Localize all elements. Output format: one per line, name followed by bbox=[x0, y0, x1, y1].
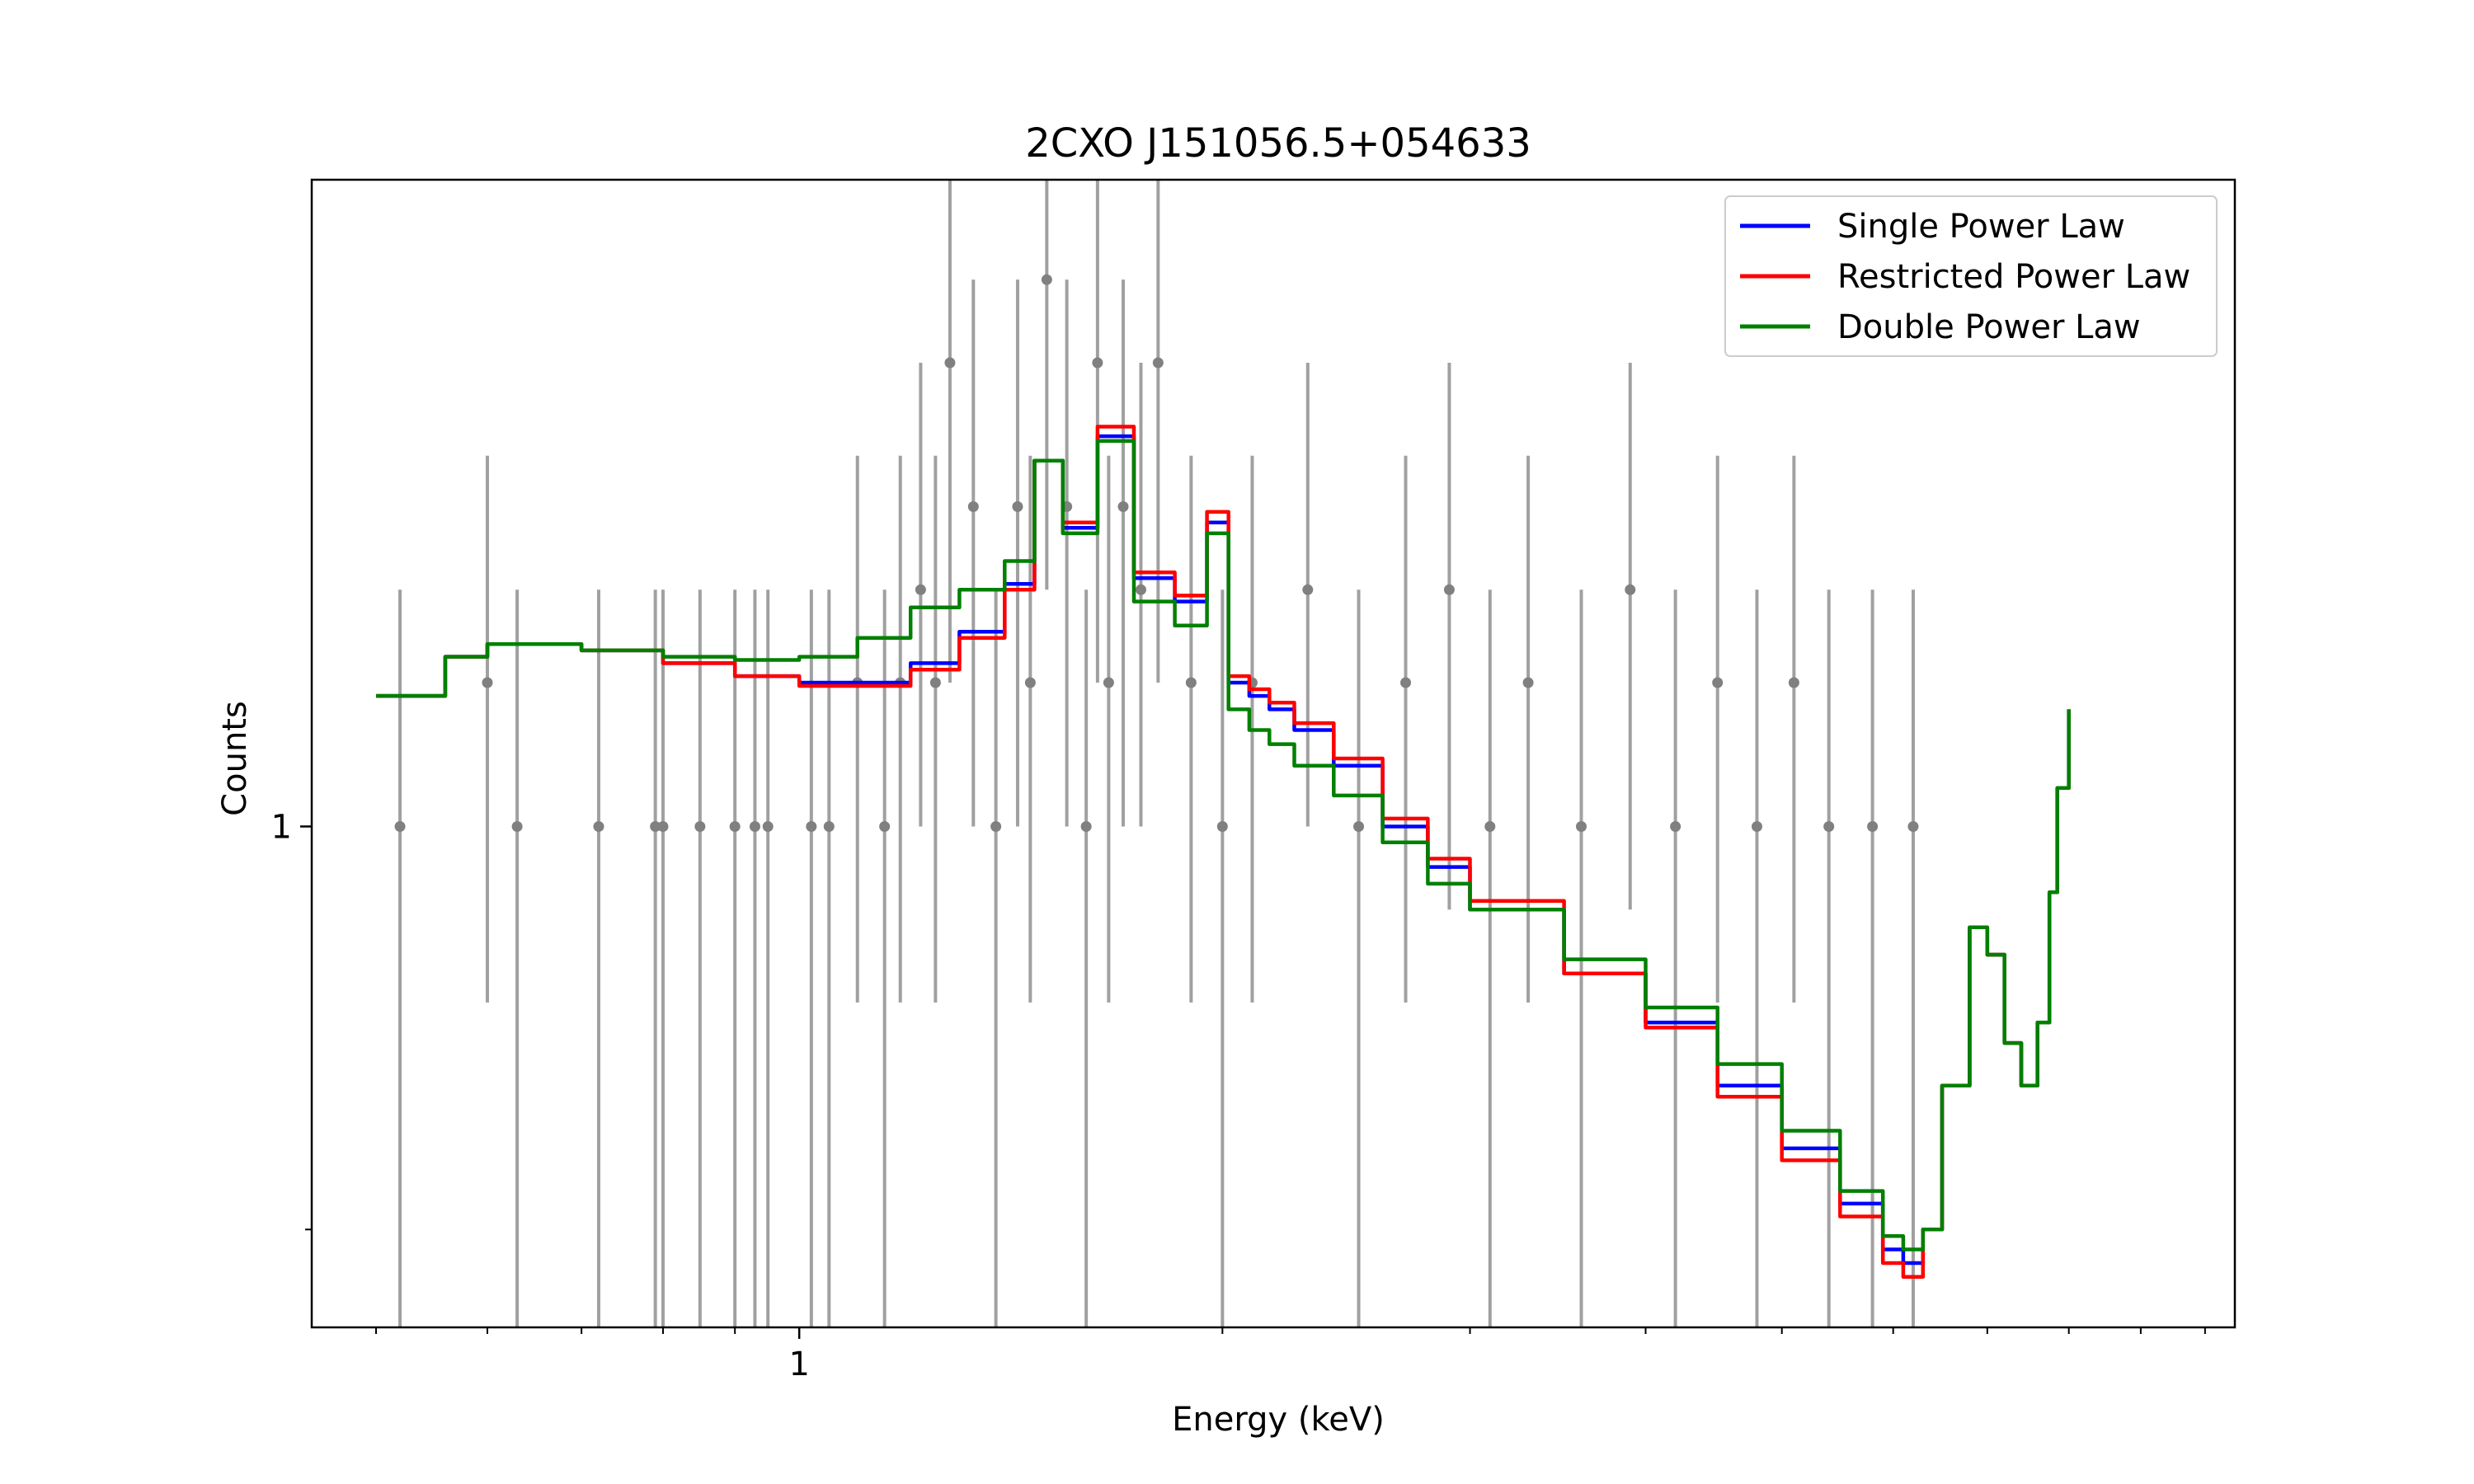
legend: Single Power Law Restricted Power Law Doub… bbox=[1724, 195, 2218, 357]
x-tick-label: 1 bbox=[788, 1345, 809, 1383]
data-point bbox=[1400, 677, 1412, 688]
data-point bbox=[1152, 357, 1164, 369]
data-point bbox=[944, 357, 956, 369]
data-point bbox=[823, 820, 835, 832]
data-point bbox=[593, 820, 604, 832]
data-point bbox=[1302, 584, 1314, 595]
data-point bbox=[762, 820, 774, 832]
data-point bbox=[806, 820, 817, 832]
data-point bbox=[511, 820, 523, 832]
plot-area bbox=[310, 178, 2236, 1329]
legend-items: Single Power Law Restricted Power Law Doub… bbox=[1740, 208, 2190, 346]
data-point bbox=[1024, 677, 1036, 688]
data-point bbox=[1353, 820, 1365, 832]
legend-label-1: Single Power Law bbox=[1837, 208, 2125, 246]
x-axis: 1 bbox=[375, 1327, 2206, 1383]
data-point bbox=[1185, 677, 1197, 688]
data-point bbox=[1670, 820, 1681, 832]
data-point bbox=[657, 820, 669, 832]
x-axis-label: Energy (keV) bbox=[1172, 1401, 1385, 1439]
data-point bbox=[749, 820, 760, 832]
legend-label-2: Restricted Power Law bbox=[1837, 258, 2190, 296]
data-point bbox=[967, 500, 979, 512]
data-point bbox=[1443, 584, 1455, 595]
y-axis: 1 bbox=[271, 808, 312, 1231]
data-point bbox=[650, 820, 661, 832]
data-point bbox=[1216, 820, 1228, 832]
data-point bbox=[1484, 820, 1496, 832]
data-point bbox=[1522, 677, 1534, 688]
data-point bbox=[1751, 820, 1762, 832]
data-point bbox=[1103, 677, 1114, 688]
y-tick-label: 1 bbox=[271, 808, 292, 846]
plot-frame bbox=[310, 178, 2236, 1329]
data-point bbox=[1117, 500, 1129, 512]
legend-label-3: Double Power Law bbox=[1837, 308, 2141, 346]
data-points bbox=[394, 180, 1919, 1327]
series-line-3 bbox=[376, 439, 2071, 1252]
data-point bbox=[1712, 677, 1724, 688]
data-point bbox=[929, 677, 941, 688]
legend-frame bbox=[1724, 195, 2218, 357]
data-point bbox=[879, 820, 891, 832]
data-point bbox=[1576, 820, 1587, 832]
data-point bbox=[1041, 274, 1052, 285]
data-point bbox=[394, 820, 406, 832]
data-point bbox=[1823, 820, 1835, 832]
data-point bbox=[729, 820, 741, 832]
chart-title: 2CXO J151056.5+054633 bbox=[1025, 120, 1531, 167]
data-point bbox=[1080, 820, 1092, 832]
data-point bbox=[694, 820, 706, 832]
data-point bbox=[1625, 584, 1636, 595]
data-point bbox=[1092, 357, 1103, 369]
data-point bbox=[1907, 820, 1919, 832]
series-layer bbox=[376, 425, 2071, 1280]
data-point bbox=[482, 677, 493, 688]
data-point bbox=[990, 820, 1002, 832]
data-point bbox=[1012, 500, 1023, 512]
data-point bbox=[1867, 820, 1879, 832]
data-point bbox=[1788, 677, 1799, 688]
y-axis-label: Counts bbox=[216, 701, 254, 816]
data-point bbox=[915, 584, 926, 595]
data-point bbox=[1135, 584, 1146, 595]
